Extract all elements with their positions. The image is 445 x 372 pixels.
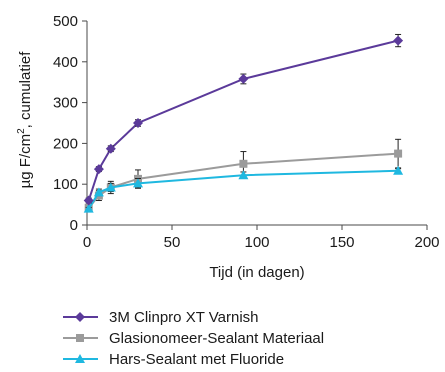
data-point — [93, 164, 104, 175]
x-tick-label: 200 — [414, 234, 439, 251]
legend: 3M Clinpro XT Varnish Glasionomeer-Sealan… — [63, 309, 324, 368]
data-point — [239, 159, 248, 168]
y-tick-label: 100 — [53, 176, 78, 193]
y-tick-label: 0 — [70, 217, 78, 234]
axis-ticks: 0 100 200 300 400 500 0 50 100 150 200 — [53, 13, 440, 251]
x-tick-label: 50 — [164, 234, 181, 251]
legend-item: 3M Clinpro XT Varnish — [63, 309, 259, 326]
series-line — [87, 39, 399, 201]
legend-item: Hars-Sealant met Fluoride — [63, 351, 284, 368]
data-point — [83, 195, 94, 206]
series-triangle — [83, 165, 404, 213]
x-tick-label: 0 — [83, 234, 91, 251]
legend-swatch-marker — [76, 334, 84, 342]
data-point — [93, 187, 104, 197]
data-point — [394, 149, 403, 158]
y-axis-title: µg F/cm2, cumulatief — [16, 51, 34, 189]
data-point — [105, 182, 116, 192]
data-point — [238, 73, 249, 84]
legend-label: Hars-Sealant met Fluoride — [109, 351, 284, 368]
y-axis-title-main: µg F/cm — [17, 134, 34, 188]
data-point — [133, 178, 143, 188]
legend-item: Glasionomeer-Sealant Materiaal — [63, 330, 324, 347]
y-tick-label: 500 — [53, 13, 78, 30]
data-point — [83, 203, 94, 213]
legend-swatch-marker — [75, 354, 85, 363]
series-diamond — [83, 33, 404, 206]
x-tick-label: 100 — [244, 234, 269, 251]
y-tick-label: 400 — [53, 54, 78, 71]
legend-swatch-marker — [75, 312, 85, 322]
x-axis-title: Tijd (in dagen) — [209, 264, 304, 281]
legend-label: 3M Clinpro XT Varnish — [109, 309, 259, 326]
data-point — [393, 165, 404, 175]
data-point — [105, 143, 116, 154]
plot-area — [83, 33, 404, 213]
svg-text:µg F/cm2, cumulatief: µg F/cm2, cumulatief — [16, 51, 34, 189]
legend-label: Glasionomeer-Sealant Materiaal — [109, 330, 324, 347]
y-axis-title-superscript: 2 — [16, 128, 27, 134]
data-point — [393, 35, 404, 46]
data-point — [133, 118, 143, 128]
y-axis-title-suffix: , cumulatief — [17, 51, 34, 129]
data-point — [238, 170, 249, 180]
y-tick-label: 300 — [53, 95, 78, 112]
x-tick-label: 150 — [329, 234, 354, 251]
y-tick-label: 200 — [53, 135, 78, 152]
